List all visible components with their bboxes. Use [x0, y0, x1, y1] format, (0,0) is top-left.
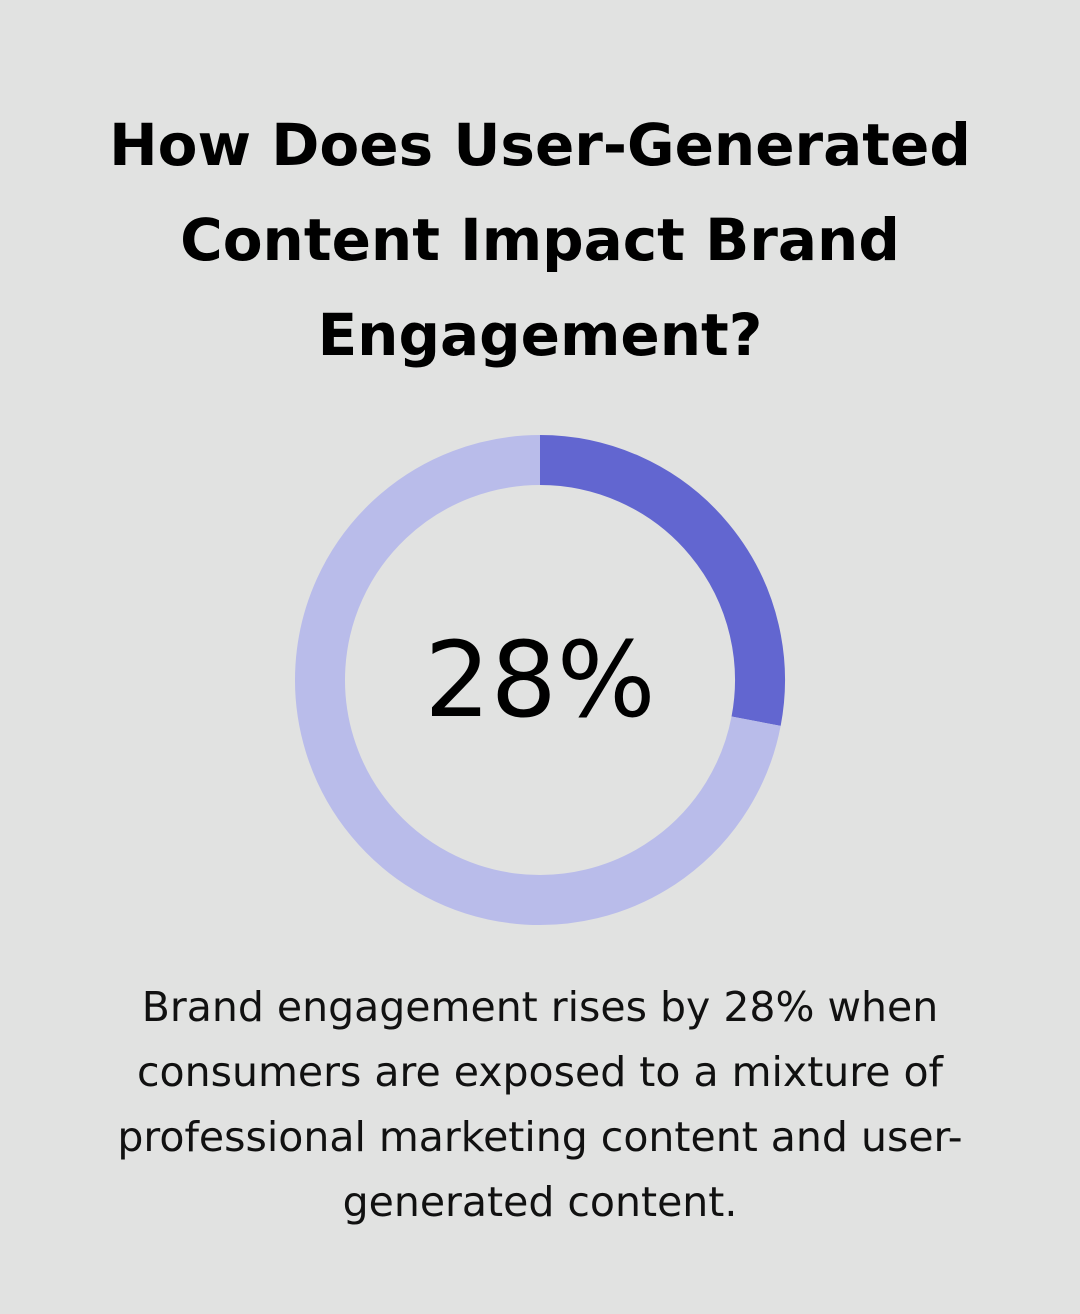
caption: Brand engagement rises by 28% when consu…	[117, 983, 963, 1226]
donut-segment	[539, 435, 785, 726]
center-value-label: 28%	[424, 619, 655, 741]
donut-segment	[295, 435, 781, 925]
chart-title: How Does User-Generated Content Impact B…	[109, 111, 971, 369]
